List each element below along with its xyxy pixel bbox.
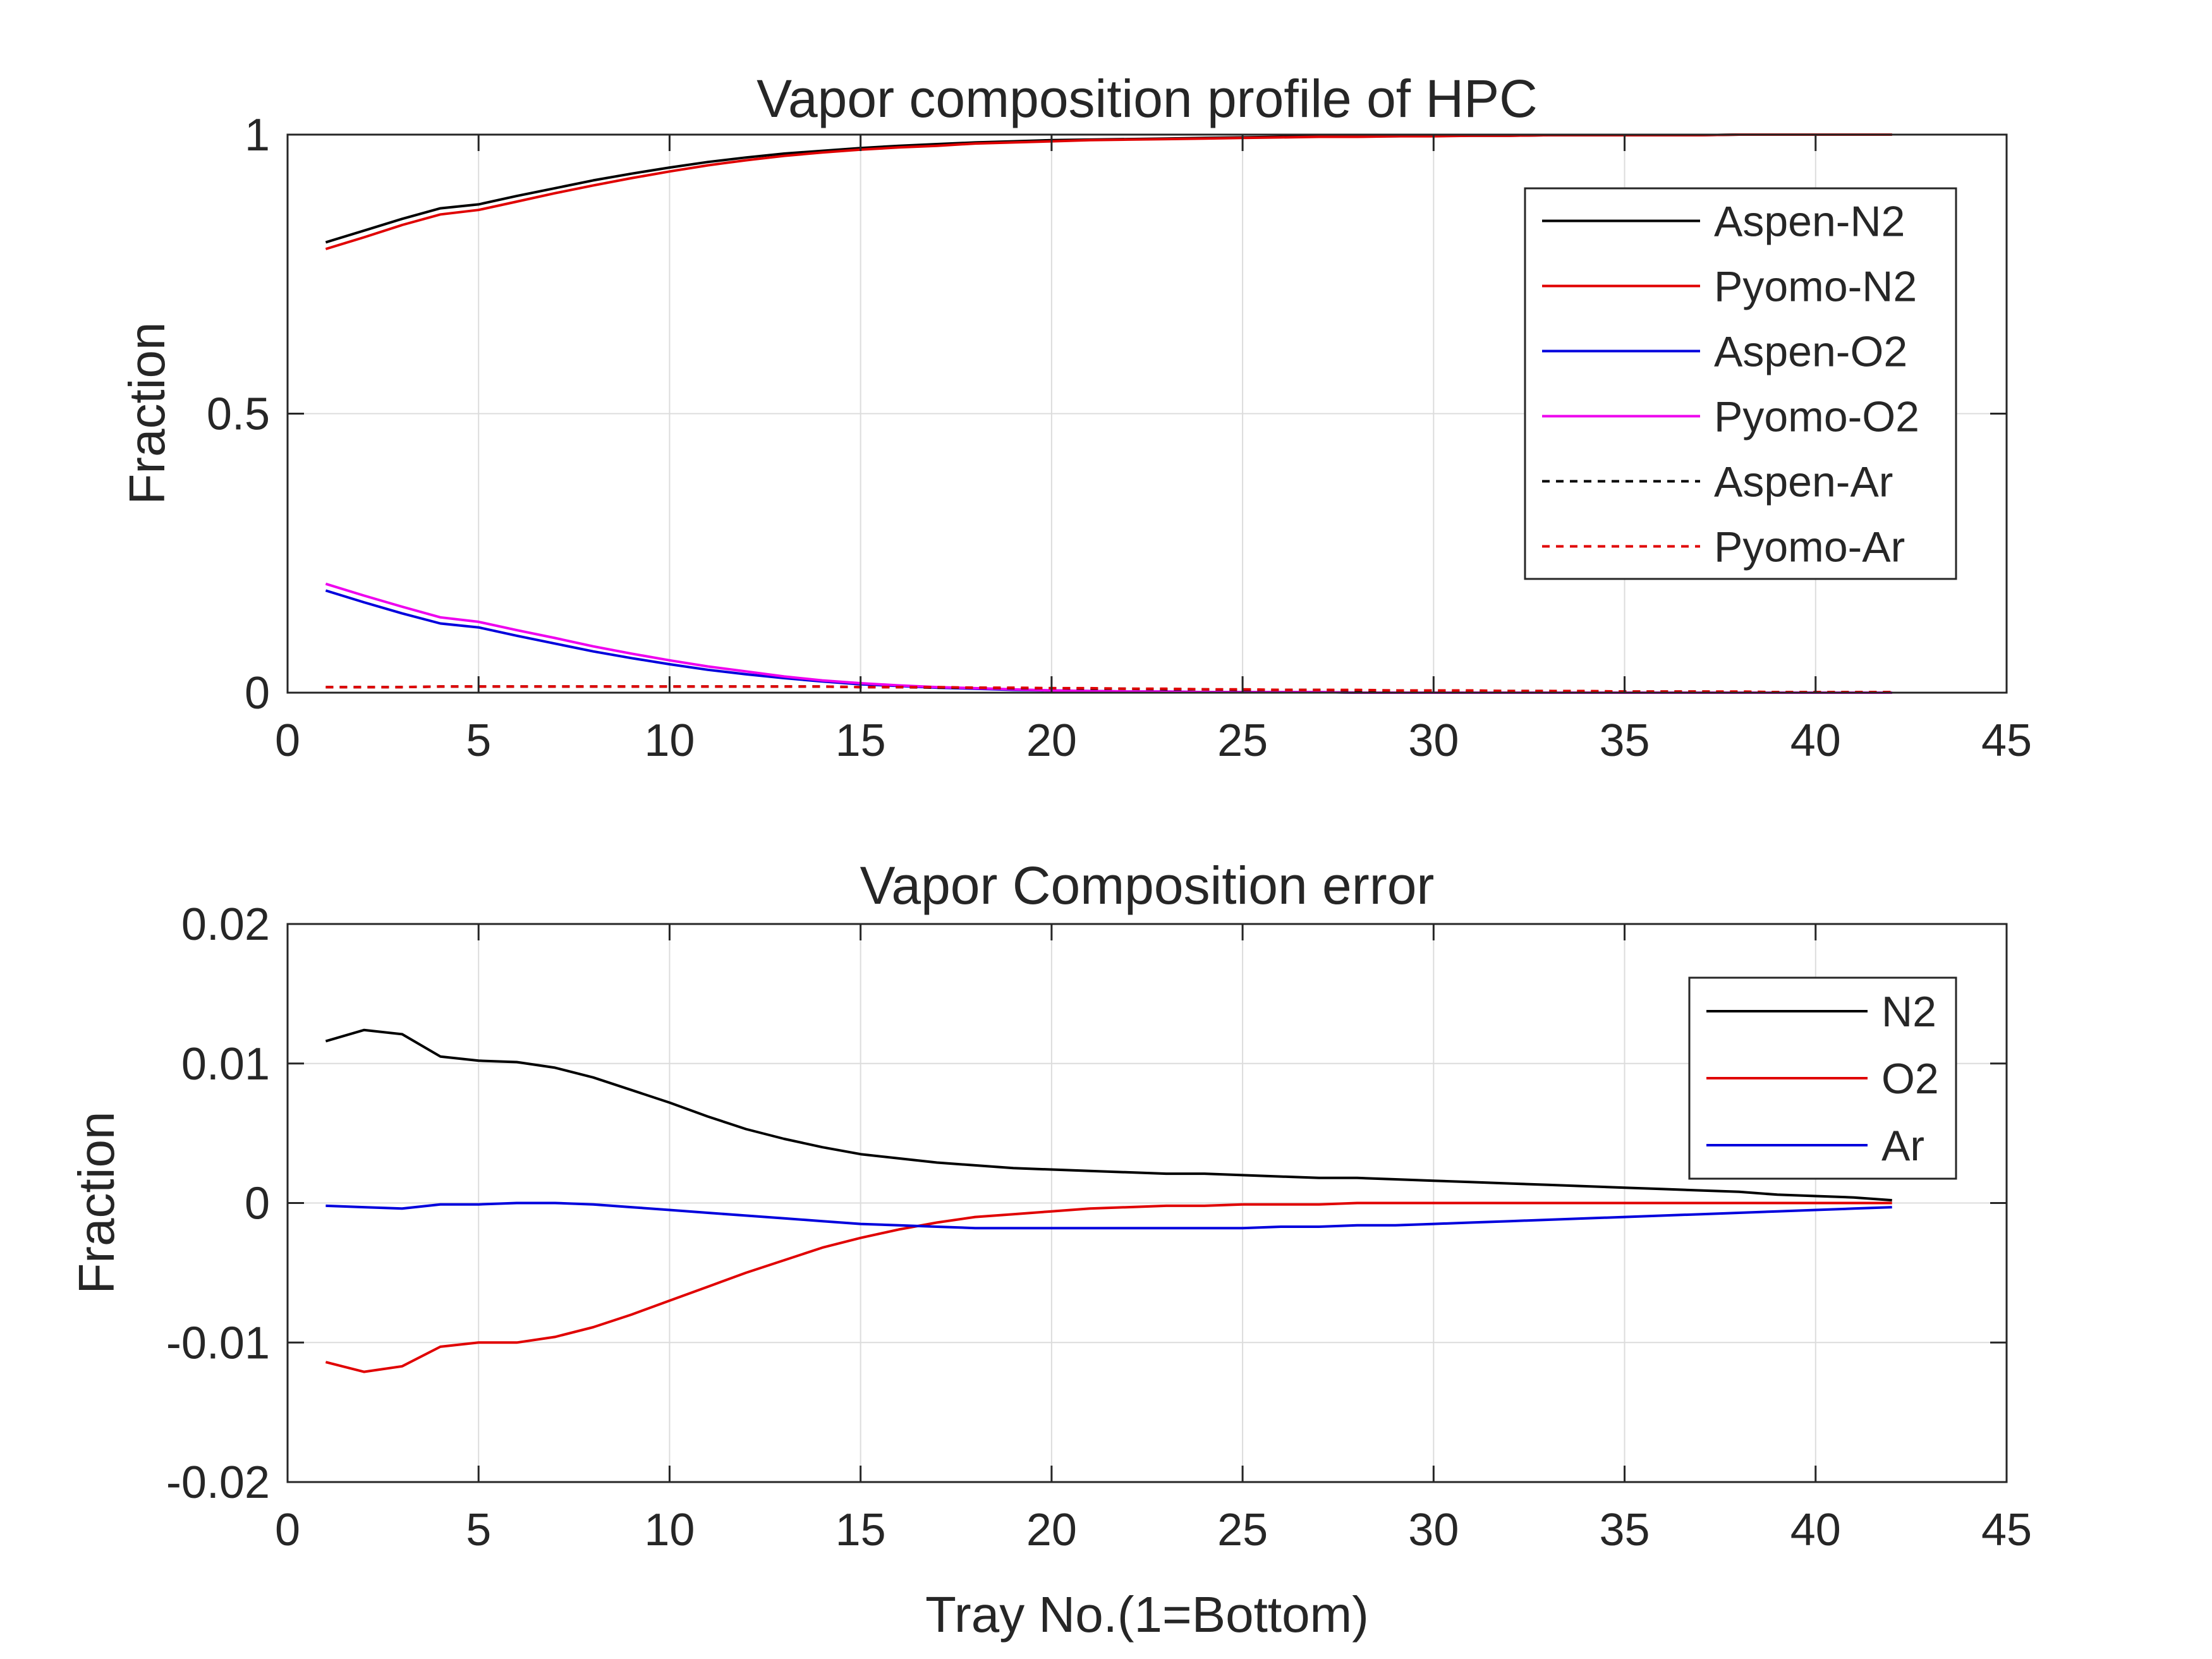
x-tick-label: 35 [1600, 1505, 1650, 1555]
x-tick-label: 5 [466, 715, 491, 766]
x-tick-label: 30 [1408, 1505, 1459, 1555]
y-axis-label: Fraction [119, 322, 175, 505]
tick-marks: 0 5 10 15 20 25 30 35 40 45 -0.02 -0.01 0 0.01 0.02 [166, 899, 2032, 1555]
x-tick-label: 40 [1790, 715, 1841, 766]
series-line-ar [325, 1201, 1892, 1230]
y-tick-label: -0.02 [166, 1457, 270, 1508]
x-tick-label: 25 [1217, 1505, 1268, 1555]
legend-label: Pyomo-N2 [1714, 263, 1917, 311]
y-tick-label: 0.02 [181, 899, 270, 950]
legend-label: Aspen-N2 [1714, 198, 1905, 246]
y-axis-label: Fraction [68, 1112, 125, 1294]
legend-label: Aspen-O2 [1714, 328, 1907, 376]
series-lines [325, 1028, 1892, 1373]
series-line-o2 [325, 1201, 1892, 1373]
chart-title: Vapor Composition error [860, 856, 1435, 915]
y-tick-label: 0 [245, 1179, 270, 1229]
legend-label: N2 [1881, 988, 1936, 1036]
y-tick-label: 0.5 [207, 389, 270, 440]
y-tick-label: 0 [245, 668, 270, 719]
x-tick-label: 10 [644, 1505, 695, 1555]
y-tick-label: -0.01 [166, 1318, 270, 1368]
legend-label: Pyomo-Ar [1714, 523, 1905, 571]
x-tick-label: 20 [1026, 715, 1077, 766]
x-tick-label: 0 [275, 715, 300, 766]
x-tick-label: 25 [1217, 715, 1268, 766]
chart-title: Vapor composition profile of HPC [757, 69, 1538, 128]
legend-label: O2 [1881, 1055, 1939, 1103]
x-tick-label: 0 [275, 1505, 300, 1555]
x-tick-label: 40 [1790, 1505, 1841, 1555]
x-tick-label: 30 [1408, 715, 1459, 766]
series-line-n2 [325, 1028, 1892, 1202]
chart-composition-error: 0 5 10 15 20 25 30 35 40 45 -0.02 -0.01 0 0.01 0.02 Va… [68, 856, 2032, 1643]
legend: Aspen-N2 Pyomo-N2 Aspen-O2 Pyomo-O2 Aspen-Ar… [1524, 187, 1957, 580]
legend-label: Aspen-Ar [1714, 458, 1893, 506]
x-tick-label: 15 [836, 715, 886, 766]
x-axis-label: Tray No.(1=Bottom) [925, 1586, 1369, 1643]
chart-composition-profile: 0 5 10 15 20 25 30 35 40 45 0 0.5 1 Vapor compositio… [119, 69, 2032, 766]
series-line-pyomo-ar [325, 685, 1892, 694]
x-tick-label: 10 [644, 715, 695, 766]
tick-marks: 0 5 10 15 20 25 30 35 40 45 0 0.5 1 [207, 110, 2032, 766]
legend-label: Pyomo-O2 [1714, 393, 1919, 441]
x-tick-label: 45 [1981, 715, 2032, 766]
x-tick-label: 20 [1026, 1505, 1077, 1555]
x-tick-label: 45 [1981, 1505, 2032, 1555]
x-tick-label: 35 [1600, 715, 1650, 766]
y-tick-label: 1 [245, 110, 270, 161]
legend: N2 O2 Ar [1688, 976, 1957, 1180]
legend-box [1524, 187, 1957, 580]
legend-label: Ar [1881, 1122, 1924, 1170]
x-tick-label: 5 [466, 1505, 491, 1555]
y-tick-label: 0.01 [181, 1039, 270, 1090]
x-tick-label: 15 [836, 1505, 886, 1555]
